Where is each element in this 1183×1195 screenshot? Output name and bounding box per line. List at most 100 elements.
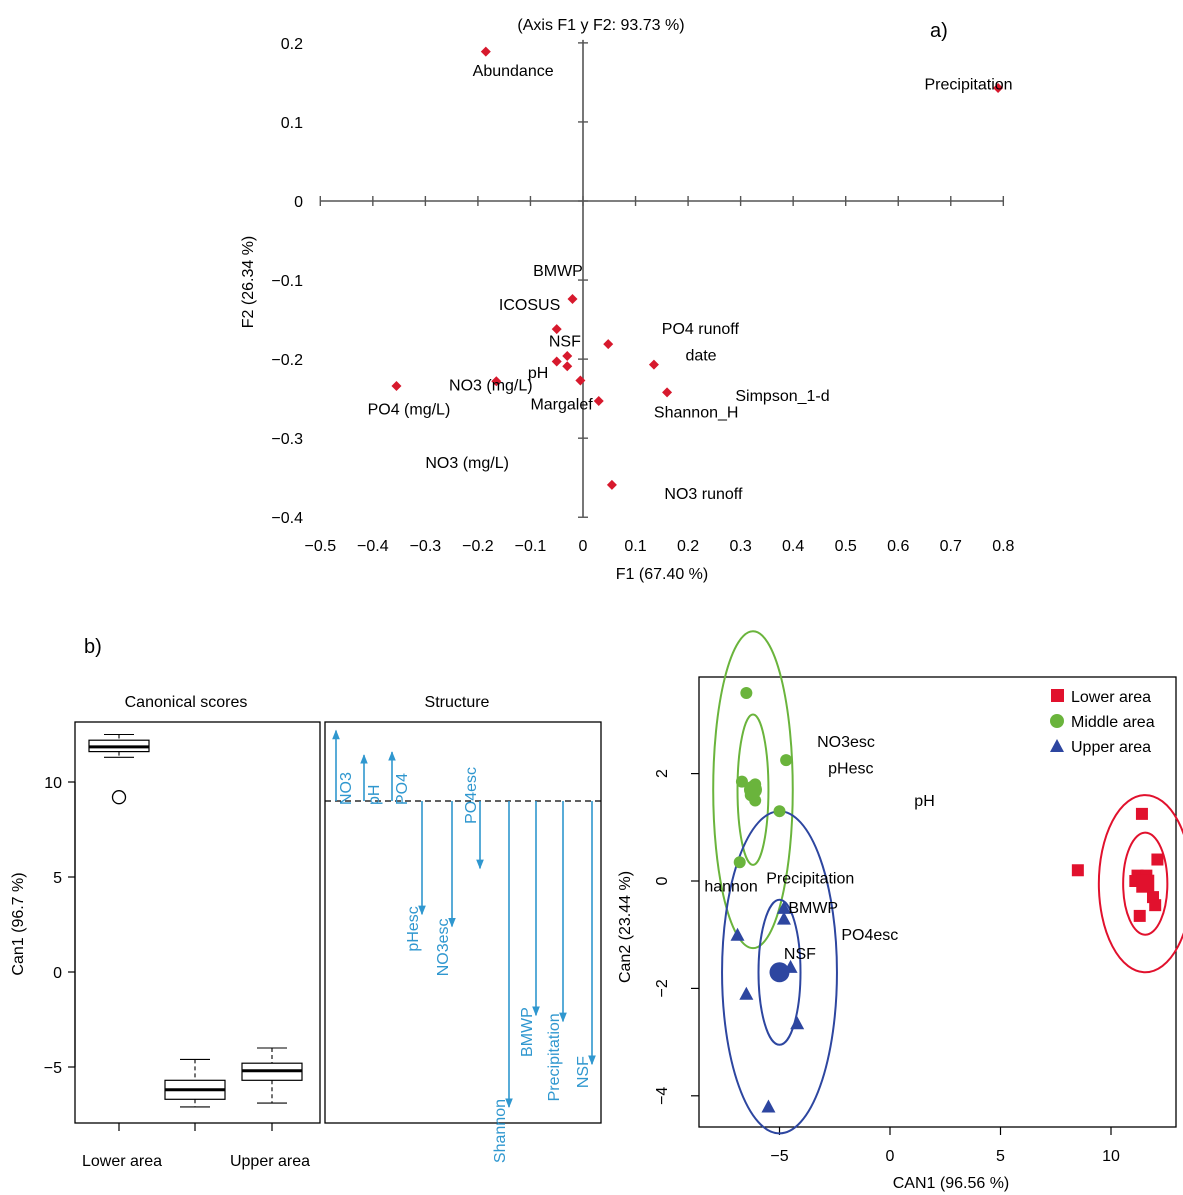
canonical-variable-label: NSF [784,946,816,963]
pca-point [491,376,502,387]
pca-x-tick-label: 0.5 [835,538,857,555]
canonical-variable-label: pHesc [828,761,873,778]
pca-x-tick-label: −0.1 [515,538,547,555]
panel-label-a: a) [930,20,948,42]
pca-x-tick-label: −0.4 [357,538,389,555]
canonical-x-tick-label: 10 [1102,1148,1120,1165]
panel-label-b: b) [84,636,102,658]
canonical-point-middle [735,775,748,788]
pca-point [662,387,673,398]
canonical-point-lower [1133,909,1146,922]
pca-ylabel: F2 (26.34 %) [240,236,257,328]
legend-label: Middle area [1071,714,1155,731]
canonical-point-lower [1135,807,1148,820]
legend-label: Lower area [1071,689,1151,706]
pca-x-tick-label: 0.1 [624,538,646,555]
pca-x-tick-labels: −0.5 −0.4 −0.3 −0.2 −0.1 0 0.1 0.2 0.3 0.4 0.5 0.6 0… [305,538,1015,555]
pca-point-label: NO3 (mg/L) [449,378,533,395]
structure-arrow-label: NO3 [338,772,355,805]
canonical-legend: Lower area Middle area Upper area [1050,689,1155,756]
canonical-point-lower [1149,899,1162,912]
pca-point-label: date [685,348,716,365]
structure-arrow-label: NO3esc [435,918,452,976]
pca-x-tick-label: 0.6 [887,538,909,555]
pca-point [480,46,491,57]
canonical-centroid-upper [769,962,790,983]
canonical-xlabel: CAN1 (96.56 %) [893,1175,1010,1192]
pca-axes [319,39,1005,518]
canonical-point-upper [739,986,754,1000]
structure-arrows: NO3 pH PO4 pHesc NO3esc PO4esc Shannon BMWP Prec… [332,729,596,1163]
pca-point [648,359,659,370]
pca-biplot: (Axis F1 y F2: 93.73 %) F1 (67.40 %) F2 … [240,17,1015,583]
pca-points [391,46,1004,490]
canonical-y-tick-label: 2 [654,769,671,778]
pca-x-tick-label: 0.4 [782,538,804,555]
pca-x-tick-label: 0.7 [940,538,962,555]
legend-label: Upper area [1071,739,1151,756]
pca-point [551,324,562,335]
canonical-point-lower [1071,864,1084,877]
structure-arrow-label: BMWP [519,1007,536,1057]
canonical-variable-label: PO4esc [841,927,898,944]
canonical-point-upper [761,1099,776,1113]
pca-y-tick-label: −0.4 [271,510,303,527]
pca-point-labels: Abundance Precipitation BMWP ICOSUS PO4 runo… [368,63,1013,503]
pca-point [603,339,614,350]
pca-point [606,479,617,490]
legend-marker-lower [1051,689,1064,702]
structure-arrow-label: PO4 [394,773,411,805]
canonical-variable-label: NO3esc [817,734,875,751]
pca-point-label: PO4 (mg/L) [368,401,451,418]
canonical-confidence-ellipse [712,630,794,950]
boxplot-y-tick-label: 5 [53,870,62,887]
pca-y-tick-label: −0.3 [271,431,303,448]
boxplot-y-tick-label: −5 [44,1060,62,1077]
boxplot-y-tick-label: 10 [44,775,62,792]
canonical-y-tick-label: −4 [654,1087,671,1105]
pca-x-tick-label: −0.2 [462,538,494,555]
canonical-centroid-middle [743,780,762,799]
pca-x-tick-label: −0.5 [305,538,337,555]
pca-x-tick-label: −0.3 [410,538,442,555]
pca-point-label: NSF [549,333,581,350]
canonical-variable-label: BMWP [788,900,838,917]
canonical-variable-label: Precipitation [766,871,854,888]
pca-point-label: ICOSUS [499,297,560,314]
structure-arrow-label: NSF [575,1056,592,1088]
canonical-point-middle [733,856,746,869]
pca-y-tick-label: −0.2 [271,352,303,369]
canonical-point-upper [730,927,745,941]
legend-marker-upper [1050,739,1064,752]
pca-x-tick-label: 0.2 [677,538,699,555]
pca-point [593,396,604,407]
structure-arrow-label: pHesc [405,906,422,951]
boxplot-outlier [111,790,127,805]
canonical-x-tick-label: 5 [996,1148,1005,1165]
canonical-point-middle [740,687,753,700]
structure-frame [324,721,602,1124]
pca-point [567,294,578,305]
structure-arrow-label: pH [366,785,383,805]
pca-point-label: Precipitation [925,77,1013,94]
pca-x-tick-label: 0.3 [729,538,751,555]
pca-point-label: Abundance [473,63,554,80]
structure-title: Structure [425,694,490,711]
canonical-confidence-ellipse [1097,794,1183,974]
canonical-variable-label: pH [914,793,934,810]
pca-point-label: BMWP [533,263,583,280]
canonical-ylabel: Can2 (23.44 %) [617,871,634,983]
pca-point-label: PO4 runoff [662,321,740,338]
boxplot-boxes [88,733,303,1108]
canonical-frame [698,676,1177,1128]
pca-y-tick-label: −0.1 [271,273,303,290]
canonical-x-tick-label: −5 [770,1148,788,1165]
canonical-y-tick-label: −2 [654,979,671,997]
pca-title: (Axis F1 y F2: 93.73 %) [517,17,684,34]
boxplot-category-upper: Upper area [230,1153,310,1170]
canonical-centroid-lower [1136,874,1155,893]
pca-point [993,82,1004,93]
boxplot-category-lower: Lower area [82,1153,162,1170]
canonical-point-upper [790,1016,805,1030]
